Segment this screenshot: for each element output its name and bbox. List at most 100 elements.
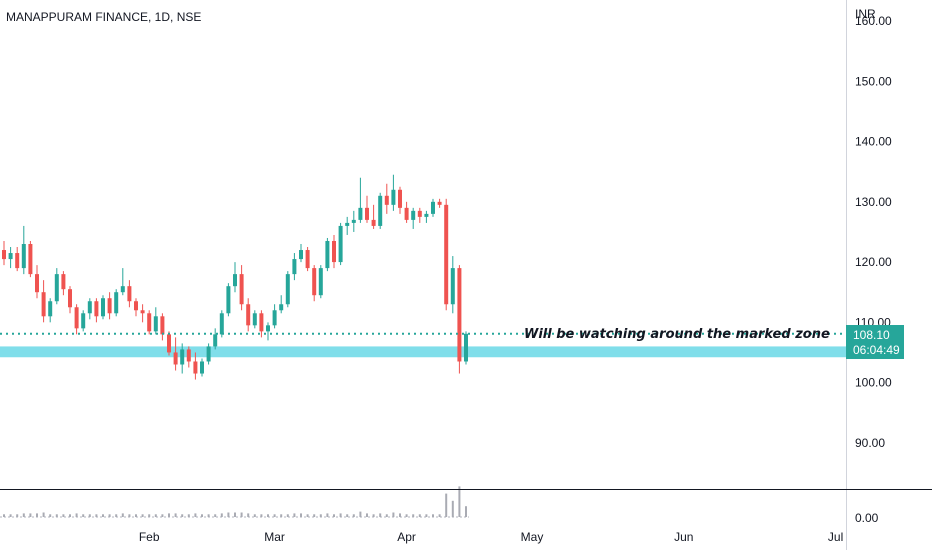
candle[interactable] bbox=[279, 295, 284, 314]
candle-body bbox=[437, 201, 442, 205]
candle[interactable] bbox=[74, 304, 79, 335]
candle[interactable] bbox=[180, 343, 185, 374]
candle[interactable] bbox=[325, 237, 330, 272]
marked-zone[interactable] bbox=[0, 346, 846, 358]
candle[interactable] bbox=[285, 271, 290, 308]
candle[interactable] bbox=[167, 331, 171, 356]
candle[interactable] bbox=[292, 253, 297, 281]
candle[interactable] bbox=[266, 322, 270, 341]
candle[interactable] bbox=[186, 346, 191, 368]
candle[interactable] bbox=[252, 310, 257, 329]
candle[interactable] bbox=[147, 310, 152, 335]
volume-bar bbox=[55, 514, 58, 517]
volume-bar bbox=[372, 514, 375, 517]
candle[interactable] bbox=[140, 304, 145, 323]
candle[interactable] bbox=[417, 207, 422, 223]
candle[interactable] bbox=[8, 247, 13, 269]
candle-body bbox=[21, 244, 26, 269]
candle-body bbox=[305, 250, 310, 269]
candle[interactable] bbox=[94, 298, 99, 323]
candle-body bbox=[140, 310, 145, 314]
candle[interactable] bbox=[206, 343, 211, 365]
candle[interactable] bbox=[332, 234, 336, 269]
candle[interactable] bbox=[450, 256, 455, 314]
candle[interactable] bbox=[398, 186, 402, 214]
candle[interactable] bbox=[299, 244, 303, 263]
candle[interactable] bbox=[107, 292, 112, 320]
candle[interactable] bbox=[2, 240, 6, 266]
candle[interactable] bbox=[378, 192, 383, 229]
volume-bar bbox=[399, 513, 401, 517]
candle[interactable] bbox=[384, 183, 389, 214]
candle[interactable] bbox=[358, 177, 363, 223]
candle[interactable] bbox=[424, 210, 429, 223]
candle[interactable] bbox=[411, 207, 416, 229]
volume-bar bbox=[121, 513, 124, 517]
candle[interactable] bbox=[444, 198, 449, 311]
candle-body bbox=[417, 210, 422, 217]
candle[interactable] bbox=[54, 268, 59, 305]
price-axis[interactable]: 160.00150.00140.00130.00120.00110.00100.… bbox=[855, 14, 892, 450]
candle[interactable] bbox=[21, 225, 26, 275]
candle[interactable] bbox=[61, 271, 66, 296]
volume-bar bbox=[161, 514, 164, 517]
candle-body bbox=[15, 253, 20, 269]
candle[interactable] bbox=[15, 247, 20, 272]
candle[interactable] bbox=[312, 265, 317, 302]
candle[interactable] bbox=[246, 298, 251, 332]
candle[interactable] bbox=[233, 262, 237, 293]
candle-body bbox=[127, 286, 132, 302]
candle[interactable] bbox=[404, 201, 409, 223]
time-axis[interactable]: FebMarAprMayJunJulAu bbox=[139, 530, 932, 544]
candle-body bbox=[147, 313, 152, 332]
candle[interactable] bbox=[87, 298, 92, 320]
y-tick-label: 140.00 bbox=[855, 135, 892, 149]
candle-body bbox=[312, 268, 317, 296]
candle[interactable] bbox=[437, 198, 442, 208]
candle[interactable] bbox=[28, 240, 33, 278]
candle[interactable] bbox=[431, 198, 435, 217]
annotation-text[interactable]: Will be watching around the marked zone bbox=[524, 327, 830, 342]
candle[interactable] bbox=[464, 331, 468, 365]
volume-bar bbox=[16, 514, 19, 517]
candle[interactable] bbox=[305, 247, 310, 272]
candle[interactable] bbox=[371, 204, 376, 229]
candle[interactable] bbox=[35, 265, 39, 299]
candle[interactable] bbox=[101, 295, 105, 320]
candle[interactable] bbox=[81, 310, 86, 332]
volume-bar bbox=[458, 486, 461, 517]
candle[interactable] bbox=[457, 265, 462, 374]
candle-body bbox=[200, 361, 204, 374]
candle[interactable] bbox=[351, 210, 356, 232]
candle-body bbox=[332, 240, 336, 263]
candle[interactable] bbox=[219, 310, 224, 338]
candle[interactable] bbox=[338, 222, 343, 266]
volume-bar bbox=[95, 514, 98, 517]
candle[interactable] bbox=[48, 298, 53, 323]
candle[interactable] bbox=[213, 328, 218, 350]
candle[interactable] bbox=[173, 337, 178, 371]
candle[interactable] bbox=[68, 286, 72, 314]
volume-bar bbox=[69, 514, 71, 517]
candle[interactable] bbox=[200, 358, 204, 377]
candle[interactable] bbox=[259, 310, 264, 338]
candle[interactable] bbox=[153, 307, 158, 335]
candle[interactable] bbox=[193, 352, 198, 380]
candle[interactable] bbox=[272, 304, 277, 329]
x-tick-label: Jun bbox=[674, 530, 693, 544]
candle[interactable] bbox=[134, 298, 138, 317]
candle[interactable] bbox=[120, 268, 125, 296]
candle[interactable] bbox=[127, 280, 132, 308]
candle[interactable] bbox=[365, 195, 369, 223]
volume-bar bbox=[293, 513, 296, 517]
volume-bar bbox=[306, 514, 309, 517]
candle[interactable] bbox=[239, 265, 244, 311]
volume-bar bbox=[346, 514, 349, 517]
candle[interactable] bbox=[160, 313, 165, 341]
candle[interactable] bbox=[318, 265, 323, 299]
candle[interactable] bbox=[226, 283, 231, 317]
candle[interactable] bbox=[41, 280, 46, 323]
candle[interactable] bbox=[391, 174, 396, 211]
candle[interactable] bbox=[345, 216, 350, 235]
candle[interactable] bbox=[114, 289, 119, 317]
